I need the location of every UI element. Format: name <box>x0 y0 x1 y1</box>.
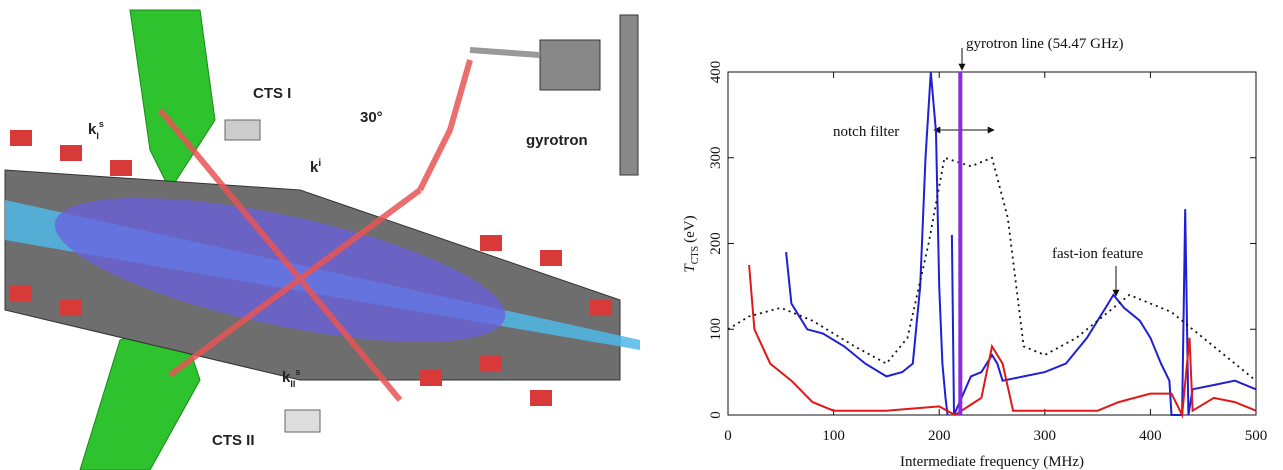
illustration-label: s <box>295 367 300 377</box>
y-tick-label: 300 <box>708 147 724 170</box>
illustration-label: CTS I <box>253 85 291 102</box>
annotation: notch filter <box>833 124 899 140</box>
y-tick-label: 100 <box>708 318 724 341</box>
annotation: fast-ion feature <box>1052 246 1144 262</box>
illustration-label: i <box>318 158 321 169</box>
x-tick-label: 400 <box>1139 428 1162 444</box>
y-tick-label: 0 <box>708 411 724 419</box>
y-tick-label: 200 <box>708 232 724 255</box>
x-tick-label: 0 <box>724 428 732 444</box>
illustration-label: s <box>99 119 104 129</box>
x-axis-title: Intermediate frequency (MHz) <box>900 454 1084 470</box>
y-axis-title: TCTS (eV) <box>682 215 701 272</box>
series-line <box>748 264 1257 419</box>
rays <box>157 59 473 402</box>
x-tick-label: 500 <box>1245 428 1268 444</box>
illustration-label: kIIs <box>282 367 300 389</box>
x-tick-label: 300 <box>1034 428 1057 444</box>
y-axis-title: CTS <box>690 246 701 264</box>
plasma <box>54 198 506 342</box>
illustration-label: 30° <box>360 109 383 126</box>
x-tick-label: 100 <box>822 428 845 444</box>
green-pipe <box>129 9 216 192</box>
plot-frame <box>727 71 1257 416</box>
illustration-label: gyrotron <box>526 132 588 149</box>
illustration-label: k <box>310 159 319 176</box>
flanges <box>10 130 612 406</box>
series-line <box>785 71 1257 416</box>
series-line <box>727 156 1257 382</box>
illustration-label: II <box>290 379 295 389</box>
illustration-label: ki <box>310 158 321 176</box>
y-tick-label: 400 <box>708 61 724 84</box>
illustration-label: kIs <box>88 119 104 141</box>
x-tick-label: 200 <box>928 428 951 444</box>
illustration-label: k <box>88 121 97 138</box>
illustration: CTS I 30° ki kIs gyrotron kIIs CTS II <box>4 9 640 470</box>
illustration-label: k <box>282 369 291 386</box>
illustration-label: I <box>96 131 99 141</box>
illustration-label: CTS II <box>212 432 255 449</box>
annotation: gyrotron line (54.47 GHz) <box>966 36 1123 52</box>
y-axis-title: T <box>682 263 698 273</box>
y-axis-title: (eV) <box>682 215 698 242</box>
